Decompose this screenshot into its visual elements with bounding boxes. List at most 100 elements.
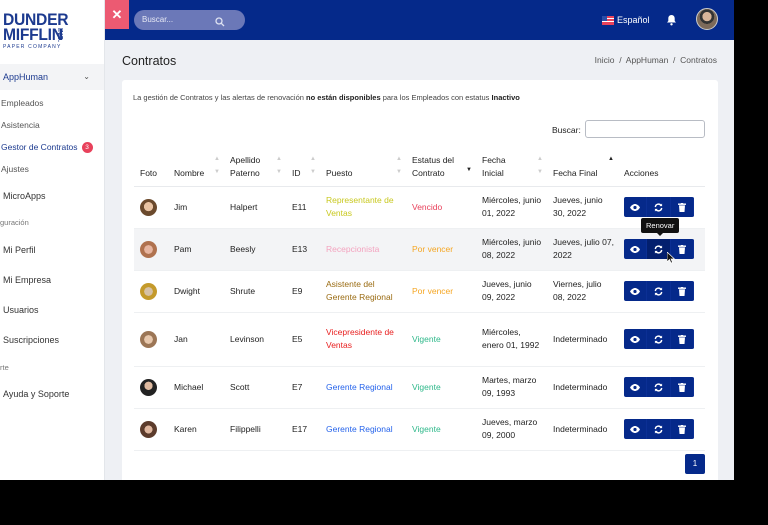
col-nombre[interactable]: Nombre ▲ ▼ (168, 150, 224, 187)
search-icon[interactable] (215, 14, 225, 32)
apellido-cell: Shrute (224, 270, 286, 313)
fecha-inicial-cell: Miércoles, junio 01, 2022 (476, 186, 547, 229)
renew-button[interactable] (647, 419, 671, 439)
renew-button[interactable] (647, 281, 671, 301)
col-id[interactable]: ID ▲ ▼ (286, 150, 320, 187)
global-search-input[interactable]: Buscar... (134, 10, 245, 30)
breadcrumb[interactable]: Inicio / AppHuman / Contratos (594, 55, 717, 65)
table-row[interactable]: Michael Scott E7 Gerente Regional Vigente Mar… (134, 366, 705, 409)
employee-avatar (140, 378, 157, 396)
delete-button[interactable] (671, 419, 694, 439)
view-button[interactable] (624, 419, 648, 439)
trash-icon (677, 286, 686, 296)
fecha-final-cell: Indeterminado (547, 312, 618, 367)
employee-avatar (140, 330, 157, 348)
language-selector[interactable]: Español (602, 15, 650, 25)
delete-button[interactable] (671, 281, 694, 301)
bell-icon[interactable] (666, 13, 677, 31)
sidebar-item-microapps[interactable]: MicroApps (3, 191, 46, 201)
renew-button[interactable] (647, 377, 671, 397)
col-puesto[interactable]: Puesto ▲ ▼ (320, 150, 406, 187)
col-foto: Foto (134, 150, 168, 187)
sidebar-item-label: MicroApps (3, 191, 46, 201)
sort-asc-icon: ▲ (608, 156, 614, 162)
eye-icon (630, 203, 641, 211)
sort-icon: ▲ ▼ (537, 156, 543, 175)
view-button[interactable] (624, 197, 648, 217)
renew-button[interactable] (647, 239, 671, 259)
employee-avatar (140, 282, 157, 300)
table-row[interactable]: Jan Levinson E5 Vicepresidente de Ventas Vig… (134, 312, 705, 367)
fecha-inicial-cell: Jueves, marzo 09, 2000 (476, 408, 547, 451)
view-button[interactable] (624, 281, 648, 301)
view-button[interactable] (624, 239, 648, 259)
sidebar-item-label: Ajustes (1, 164, 29, 174)
action-button-group (624, 239, 694, 259)
nombre-cell: Pam (168, 228, 224, 271)
view-button[interactable] (624, 329, 648, 349)
eye-icon (630, 335, 641, 343)
apellido-cell: Levinson (224, 312, 286, 367)
puesto-cell: Gerente Regional (320, 366, 406, 409)
delete-button[interactable] (671, 329, 694, 349)
col-apellido[interactable]: Apellido Paterno ▲ ▼ (224, 150, 286, 187)
pagination-page-1[interactable]: 1 (685, 454, 705, 474)
table-row[interactable]: Jim Halpert E11 Representante de Ventas Venc… (134, 186, 705, 229)
delete-button[interactable] (671, 197, 694, 217)
trash-icon (677, 202, 686, 212)
eye-icon (630, 383, 641, 391)
sidebar-item-suscripciones[interactable]: Suscripciones (3, 335, 59, 345)
search-placeholder: Buscar... (142, 15, 174, 24)
sidebar-item-empleados[interactable]: Empleados (1, 98, 44, 108)
sidebar-item-mi-empresa[interactable]: Mi Empresa (3, 275, 51, 285)
sidebar-item-label: Mi Empresa (3, 275, 52, 285)
nombre-cell: Jim (168, 186, 224, 229)
renew-button[interactable] (647, 197, 671, 217)
col-fecha-final[interactable]: Fecha Final ▲ (547, 150, 618, 187)
action-button-group (624, 197, 694, 217)
table-row[interactable]: Karen Filippelli E17 Gerente Regional Vigent… (134, 408, 705, 451)
col-estatus[interactable]: Estatus del Contrato ▼ (406, 150, 476, 187)
puesto-cell: Asistente del Gerente Regional (320, 270, 406, 313)
sidebar-item-usuarios[interactable]: Usuarios (3, 305, 39, 315)
sidebar-item-mi-perfil[interactable]: Mi Perfil (3, 245, 36, 255)
sidebar-item-label: Usuarios (3, 305, 39, 315)
contracts-card: La gestión de Contratos y las alertas de… (122, 80, 718, 480)
language-label: Español (617, 15, 650, 25)
fecha-final-cell: Indeterminado (547, 366, 618, 409)
sidebar-group-apphuman[interactable]: AppHuman ⌄ (0, 64, 104, 90)
company-logo[interactable]: DUNDER MIFFLIN INC. PAPER COMPANY (3, 11, 73, 50)
eye-icon (630, 245, 641, 253)
eye-icon (630, 425, 641, 433)
table-search-input[interactable] (585, 120, 705, 138)
trash-icon (677, 424, 686, 434)
delete-button[interactable] (671, 239, 694, 259)
table-row[interactable]: Dwight Shrute E9 Asistente del Gerente Regi… (134, 270, 705, 313)
sidebar-item-gestor-contratos[interactable]: Gestor de Contratos 3 (1, 142, 93, 153)
renew-button[interactable] (647, 329, 671, 349)
puesto-cell: Representante de Ventas (320, 186, 406, 229)
delete-button[interactable] (671, 377, 694, 397)
id-cell: E5 (286, 312, 320, 367)
sidebar-item-label: Asistencia (1, 120, 40, 130)
sidebar-item-ajustes[interactable]: Ajustes (1, 164, 29, 174)
estatus-cell: Vigente (406, 408, 476, 451)
nombre-cell: Jan (168, 312, 224, 367)
sidebar-item-ayuda-soporte[interactable]: Ayuda y Soporte (3, 389, 69, 399)
user-avatar[interactable] (696, 8, 718, 30)
fecha-inicial-cell: Miércoles, enero 01, 1992 (476, 312, 547, 367)
nombre-cell: Michael (168, 366, 224, 409)
sort-icon: ▲ ▼ (310, 156, 316, 175)
table-row[interactable]: Pam Beesly E13 Recepcionista Por vencer Miérc… (134, 228, 705, 271)
actions-cell (618, 312, 705, 367)
fecha-final-cell: Indeterminado (547, 408, 618, 451)
mouse-cursor-icon (666, 251, 676, 269)
view-button[interactable] (624, 377, 648, 397)
logo-inc: INC. (56, 28, 63, 42)
close-sidebar-button[interactable]: ✕ (105, 0, 129, 29)
puesto-cell: Recepcionista (320, 228, 406, 271)
sidebar-item-label: Ayuda y Soporte (3, 389, 70, 399)
col-fecha-inicial[interactable]: Fecha Inicial ▲ ▼ (476, 150, 547, 187)
sidebar-item-asistencia[interactable]: Asistencia (1, 120, 40, 130)
fecha-final-cell: Jueves, junio 30, 2022 (547, 186, 618, 229)
